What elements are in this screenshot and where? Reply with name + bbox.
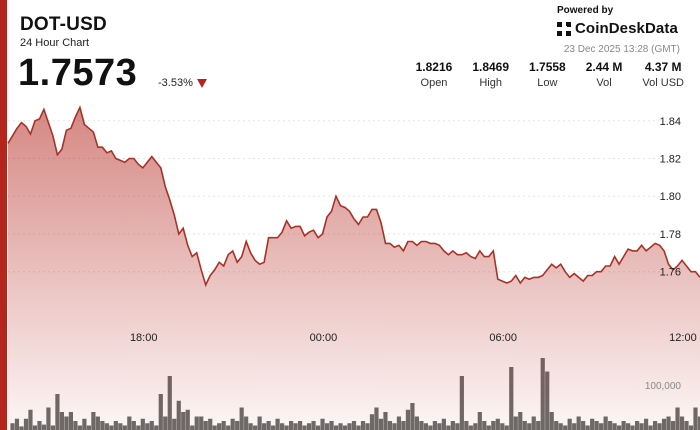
stat-label: Low [537,77,558,89]
price-line [7,105,700,288]
timestamp: 23 Dec 2025 13:28 (GMT) [563,44,680,55]
volume-scale-label: 100,000 [645,381,682,392]
x-tick-label: 00:00 [310,332,338,344]
coindesk-logo-icon [557,21,571,36]
y-tick-label: 1.78 [660,229,681,241]
ticker-symbol: DOT-USD [20,14,107,35]
stat-value: 4.37 M [644,60,682,74]
x-tick-label: 12:00 [669,332,697,344]
stat-open: 1.8216 Open [416,60,453,89]
stat-vol-usd: 4.37 M Vol USD [642,60,684,89]
stat-label: Vol [596,77,612,89]
stat-value: 1.8216 [415,60,453,74]
x-tick-label: 06:00 [489,332,517,344]
y-tick-labels: 1.76 1.78 1.80 1.82 1.84 100,000 [645,116,682,392]
current-price: 1.7573 [18,52,138,94]
down-arrow-icon [197,79,207,88]
stat-vol: 2.44 M Vol [586,60,623,89]
y-tick-label: 1.76 [660,267,681,279]
powered-by-label: Powered by [557,5,614,16]
price-change: -3.53% [158,77,193,89]
y-tick-label: 1.80 [660,191,681,203]
stats-panel: 1.8216 Open 1.8469 High 1.7558 Low 2.44 … [396,60,684,89]
x-tick-label: 18:00 [130,332,158,344]
stat-value: 1.8469 [472,60,510,74]
coindesk-logo[interactable]: CoinDeskData [557,20,678,37]
accent-bar [0,0,7,430]
stat-value: 1.7558 [529,60,566,74]
y-tick-label: 1.84 [660,116,681,128]
stat-label: Open [420,77,448,89]
stat-label: Vol USD [642,77,684,89]
stat-high: 1.8469 High [472,60,509,89]
stat-value: 2.44 M [585,60,623,74]
logo-text: CoinDeskData [575,20,678,37]
stat-label: High [479,77,502,89]
x-tick-labels: 18:00 00:00 06:00 12:00 [130,332,697,344]
price-area [8,107,700,430]
stat-low: 1.7558 Low [529,60,566,89]
chart-subtitle: 24 Hour Chart [20,37,90,49]
y-tick-label: 1.82 [660,153,681,165]
